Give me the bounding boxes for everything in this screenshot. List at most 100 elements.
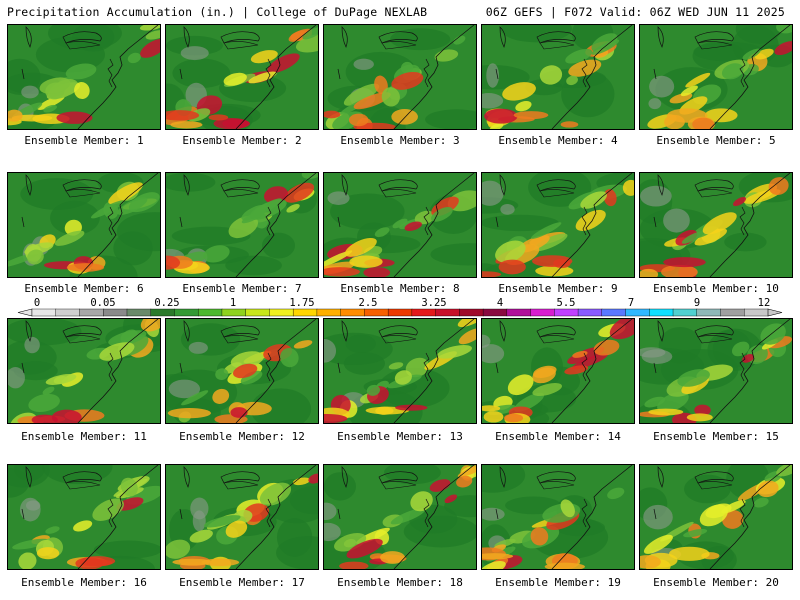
coastline (235, 173, 317, 277)
ensemble-member-label: Ensemble Member: 1 (24, 134, 144, 147)
colorbar-tick-label: 2.5 (359, 297, 378, 309)
precip-map (482, 173, 634, 277)
precip-map (8, 319, 160, 423)
map-title: Precipitation Accumulation (in.) | Colle… (7, 5, 428, 19)
colorbar-swatch (245, 308, 270, 317)
colorbar-swatch (411, 308, 437, 317)
precip-map (324, 173, 476, 277)
coastline (393, 319, 475, 423)
ensemble-member-label: Ensemble Member: 5 (656, 134, 776, 147)
coastline (77, 319, 159, 423)
colorbar-swatch (506, 308, 532, 317)
ensemble-map-panel (165, 318, 319, 424)
precip-map (324, 25, 476, 129)
colorbar-swatch (744, 308, 769, 317)
colorbar-swatch (174, 308, 199, 317)
coastline (393, 25, 475, 129)
colorbar-swatch (625, 308, 650, 317)
precip-map (324, 465, 476, 569)
coastline (235, 465, 317, 569)
coastline (77, 173, 159, 277)
precip-map (166, 25, 318, 129)
colorbar-swatch (292, 308, 318, 317)
precip-map (166, 319, 318, 423)
ensemble-member-label: Ensemble Member: 9 (498, 282, 618, 295)
precip-map (640, 319, 792, 423)
ensemble-map-panel (639, 464, 793, 570)
ensemble-map-panel (481, 172, 635, 278)
precip-map (324, 319, 476, 423)
precip-colorbar: 0 0.05 0.25 1 1.75 2.5 3.25 4 5.5 7 9 12 (0, 297, 800, 321)
colorbar-swatch (364, 308, 389, 317)
colorbar-swatch (649, 308, 674, 317)
ensemble-map-panel (639, 318, 793, 424)
ensemble-member-label: Ensemble Member: 20 (653, 576, 779, 589)
colorbar-graphic: 0 0.05 0.25 1 1.75 2.5 3.25 4 5.5 7 9 12 (17, 297, 783, 317)
colorbar-swatch (103, 308, 128, 317)
coastline (551, 25, 633, 129)
ensemble-map-panel (481, 24, 635, 130)
ensemble-map-panel (7, 24, 161, 130)
ensemble-map-panel (323, 24, 477, 130)
precip-map (8, 465, 160, 569)
ensemble-member-label: Ensemble Member: 4 (498, 134, 618, 147)
colorbar-swatch (530, 308, 555, 317)
colorbar-swatch (150, 308, 175, 317)
ensemble-map-panel (639, 172, 793, 278)
ensemble-map-panel (323, 172, 477, 278)
precip-map (640, 173, 792, 277)
colorbar-swatch (435, 308, 460, 317)
colorbar-tick-label: 0.05 (90, 297, 115, 309)
ensemble-map-panel (323, 464, 477, 570)
coastline (393, 173, 475, 277)
precip-map (166, 465, 318, 569)
ensemble-map-panel (481, 318, 635, 424)
ensemble-member-label: Ensemble Member: 8 (340, 282, 460, 295)
precip-map (640, 465, 792, 569)
ensemble-map-panel (323, 318, 477, 424)
colorbar-swatch (696, 308, 722, 317)
coastline (551, 319, 633, 423)
colorbar-swatch (387, 308, 413, 317)
coastline (235, 25, 317, 129)
coastline (709, 319, 791, 423)
precip-map (166, 173, 318, 277)
colorbar-swatch (554, 308, 579, 317)
colorbar-swatch (55, 308, 80, 317)
ensemble-map-panel (7, 464, 161, 570)
ensemble-map-panel (7, 172, 161, 278)
colorbar-swatch (79, 308, 104, 317)
ensemble-member-label: Ensemble Member: 2 (182, 134, 302, 147)
colorbar-tick-label: 3.25 (421, 297, 446, 309)
colorbar-tick-label: 4 (497, 297, 503, 309)
coastline (235, 319, 317, 423)
precip-map (8, 173, 160, 277)
colorbar-swatch (672, 308, 698, 317)
precip-map (482, 25, 634, 129)
model-run-info: 06Z GEFS | F072 Valid: 06Z WED JUN 11 20… (485, 5, 785, 19)
colorbar-swatch (482, 308, 508, 317)
colorbar-swatch (126, 308, 152, 317)
ensemble-member-label: Ensemble Member: 18 (337, 576, 463, 589)
ensemble-member-label: Ensemble Member: 19 (495, 576, 621, 589)
coastline (709, 465, 791, 569)
coastline (77, 25, 159, 129)
ensemble-member-label: Ensemble Member: 15 (653, 430, 779, 443)
ensemble-map-panel (481, 464, 635, 570)
precip-map (482, 319, 634, 423)
colorbar-tick-label: 9 (694, 297, 700, 309)
ensemble-member-label: Ensemble Member: 3 (340, 134, 460, 147)
colorbar-swatch (269, 308, 294, 317)
precip-map (8, 25, 160, 129)
ensemble-map-panel (639, 24, 793, 130)
colorbar-tick-label: 0 (34, 297, 40, 309)
colorbar-swatch (601, 308, 627, 317)
ensemble-member-label: Ensemble Member: 10 (653, 282, 779, 295)
ensemble-member-label: Ensemble Member: 6 (24, 282, 144, 295)
ensemble-map-panel (165, 464, 319, 570)
colorbar-swatch (197, 308, 223, 317)
colorbar-tick-label: 7 (628, 297, 634, 309)
precip-map (482, 465, 634, 569)
ensemble-member-label: Ensemble Member: 7 (182, 282, 302, 295)
coastline (709, 25, 791, 129)
